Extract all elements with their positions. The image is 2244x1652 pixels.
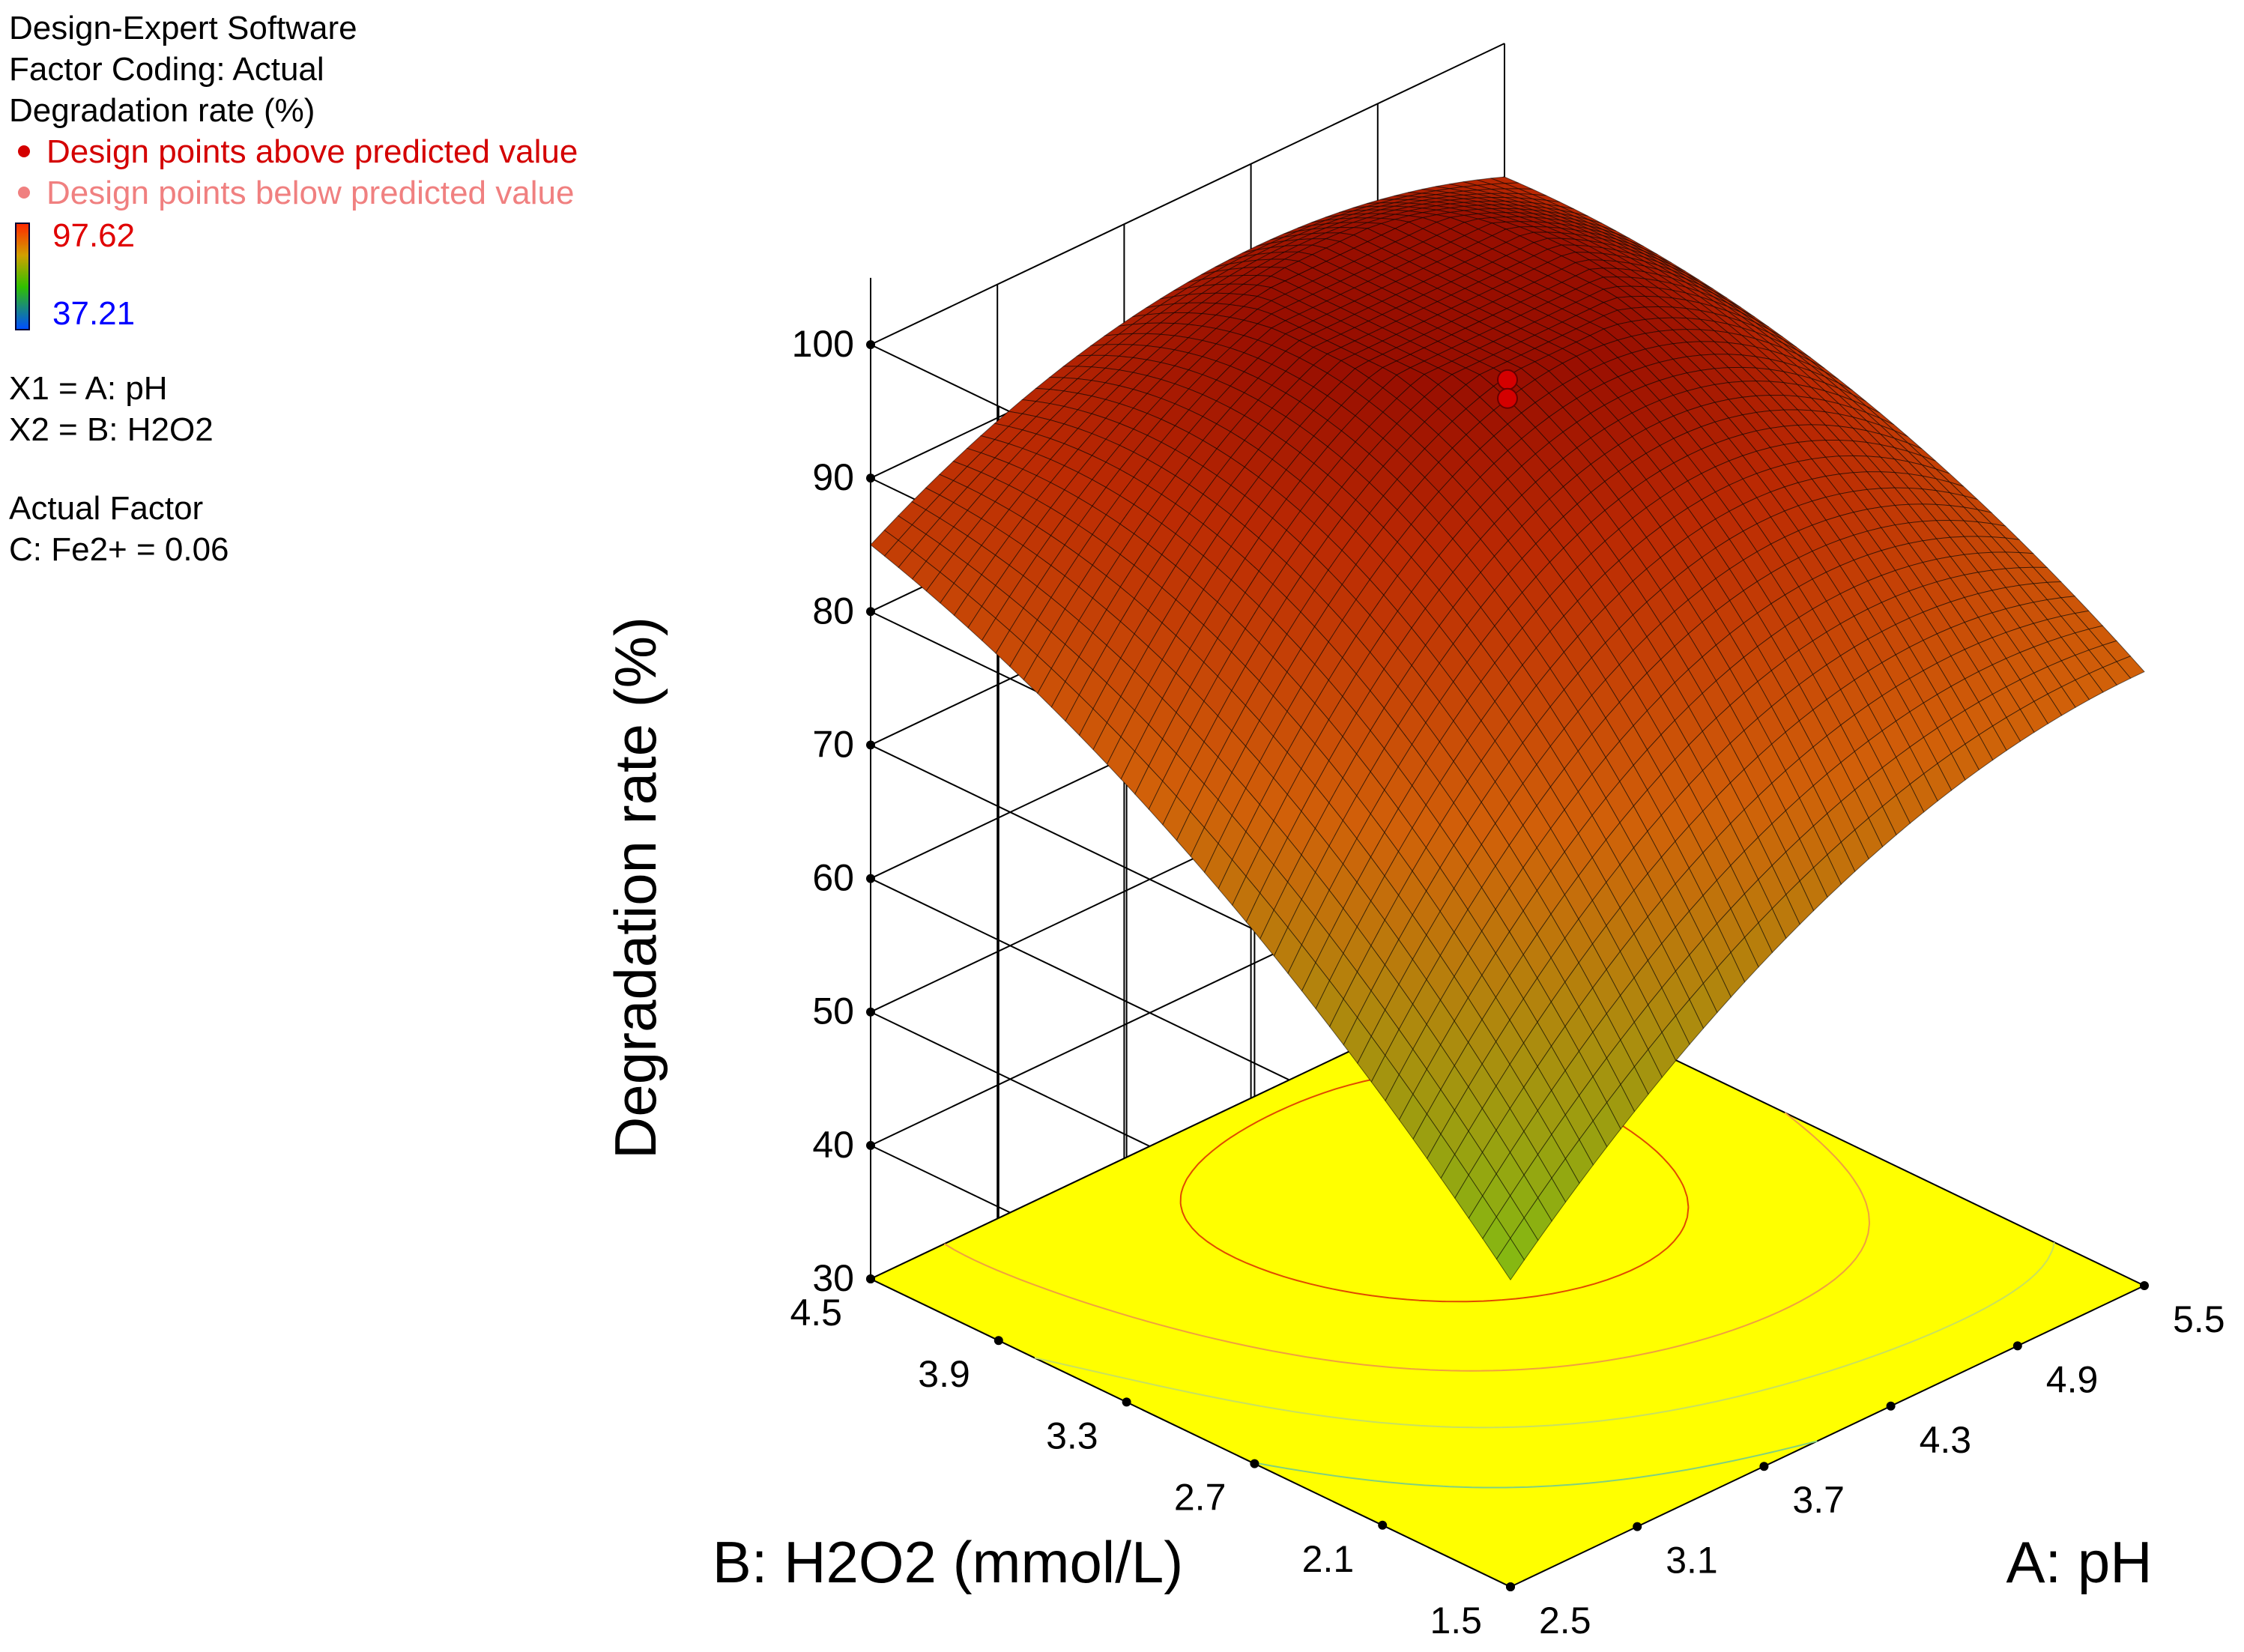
z-tick-mark [866, 1140, 875, 1150]
y-tick-label: 2.7 [1174, 1477, 1227, 1519]
scale-min: 37.21 [52, 295, 136, 332]
design-point [1497, 387, 1518, 409]
legend-panel: Design-Expert Software Factor Coding: Ac… [9, 7, 578, 570]
y-tick-mark [1122, 1397, 1131, 1407]
legend-above: Design points above predicted value [9, 131, 578, 172]
y-tick-label: 3.3 [1046, 1415, 1098, 1456]
x-tick-label: 4.9 [2046, 1358, 2099, 1400]
z-tick-label: 50 [812, 990, 854, 1032]
above-dot-icon [18, 145, 30, 158]
z-tick-label: 70 [812, 723, 854, 765]
contour-line [1251, 1440, 1818, 1489]
design-points [1497, 369, 1518, 409]
grid-line [870, 43, 1505, 345]
contour-line [1034, 1241, 2055, 1429]
actual-factor-value: C: Fe2+ = 0.06 [9, 531, 229, 568]
z-tick-label: 40 [812, 1124, 854, 1166]
factor-coding: Factor Coding: Actual [9, 51, 324, 88]
design-point [1497, 369, 1518, 390]
x-tick-mark [1633, 1522, 1642, 1531]
x-axis-label: A: pH [2006, 1529, 2152, 1595]
surface-cell [1496, 1237, 1525, 1281]
z-axis-label: Degradation rate (%) [602, 617, 668, 1159]
x-tick-label: 3.7 [1792, 1479, 1845, 1521]
y-tick-label: 2.1 [1302, 1538, 1355, 1580]
color-scale-bar [15, 223, 30, 330]
x-tick-label: 2.5 [1539, 1600, 1591, 1642]
contour-line [943, 1112, 1870, 1372]
x-tick-mark [1759, 1462, 1769, 1471]
z-tick-mark [866, 340, 875, 349]
axes: 30 40 50 60 70 80 90 100 2.5 3.1 3.7 4.3 4.9 5.5 1.5 2.… [790, 323, 2225, 1642]
z-tick-mark [866, 1007, 875, 1017]
x-tick-label: 5.5 [2173, 1298, 2225, 1340]
below-label: Design points below predicted value [46, 175, 575, 211]
z-tick-mark [866, 740, 875, 750]
actual-factor-heading: Actual Factor [9, 490, 204, 527]
y-axis-label: B: H2O2 (mmol/L) [713, 1529, 1183, 1595]
response-surface [870, 176, 2145, 1281]
color-scale: 97.62 37.21 [9, 217, 578, 332]
y-tick-label: 3.9 [918, 1353, 970, 1395]
factor-x1: X1 = A: pH [9, 370, 168, 407]
factor-x2: X2 = B: H2O2 [9, 411, 214, 448]
above-label: Design points above predicted value [46, 133, 578, 170]
software-name: Design-Expert Software [9, 10, 357, 46]
y-tick-mark [994, 1336, 1003, 1346]
y-tick-mark [866, 1274, 875, 1283]
z-tick-label: 100 [792, 323, 854, 365]
x-tick-mark [1886, 1401, 1896, 1411]
z-tick-label: 30 [812, 1257, 854, 1299]
x-tick-mark [2012, 1341, 2022, 1351]
y-tick-label: 1.5 [1430, 1600, 1482, 1642]
z-tick-mark [866, 874, 875, 883]
z-tick-label: 90 [812, 456, 854, 498]
y-tick-mark [1250, 1459, 1259, 1468]
x-tick-mark [2140, 1281, 2149, 1290]
z-tick-label: 80 [812, 590, 854, 632]
y-tick-mark [1506, 1582, 1515, 1591]
y-tick-label: 4.5 [790, 1292, 842, 1334]
below-dot-icon [18, 187, 30, 199]
z-tick-mark [866, 473, 875, 483]
response-name: Degradation rate (%) [9, 92, 315, 129]
z-tick-mark [866, 607, 875, 617]
y-tick-mark [1378, 1520, 1388, 1530]
scale-max: 97.62 [52, 217, 136, 254]
x-tick-label: 4.3 [1920, 1419, 1972, 1461]
z-tick-label: 60 [812, 857, 854, 899]
legend-below: Design points below predicted value [9, 172, 578, 214]
x-tick-label: 3.1 [1666, 1540, 1718, 1582]
